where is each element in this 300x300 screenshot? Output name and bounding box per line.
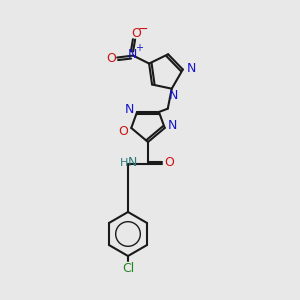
- Text: O: O: [164, 157, 174, 169]
- Text: N: N: [169, 89, 178, 102]
- Text: −: −: [138, 23, 148, 36]
- Text: N: N: [187, 62, 196, 75]
- Text: Cl: Cl: [122, 262, 134, 275]
- Text: H: H: [120, 158, 128, 168]
- Text: O: O: [106, 52, 116, 65]
- Text: +: +: [135, 43, 143, 52]
- Text: O: O: [131, 27, 141, 40]
- Text: N: N: [124, 103, 134, 116]
- Text: O: O: [118, 125, 128, 139]
- Text: N: N: [128, 48, 137, 61]
- Text: N: N: [127, 157, 137, 169]
- Text: N: N: [168, 119, 177, 133]
